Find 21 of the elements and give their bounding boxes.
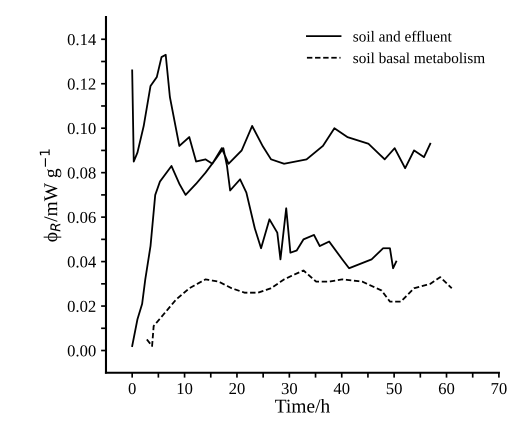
- x-tick-label: 60: [438, 382, 454, 394]
- x-tick-label: 10: [178, 382, 192, 394]
- y-axis-title: ϕ$_{R}$/mW g$^{−1}$: [40, 149, 62, 242]
- y-tick-label: 0.10: [68, 122, 96, 134]
- x-axis-title: Time/h: [275, 398, 330, 413]
- x-tick-label: 70: [492, 382, 507, 394]
- y-tick-label: 0.02: [68, 300, 96, 312]
- y-tick-label: 0.08: [68, 167, 96, 179]
- line-series: [146, 270, 453, 347]
- x-tick-label: 40: [334, 382, 350, 394]
- y-tick-label: 0.14: [68, 34, 96, 46]
- y-tick-label: 0.04: [68, 256, 96, 268]
- y-tick-label: 0.12: [68, 78, 96, 90]
- legend-label: soil basal metabolism: [353, 52, 485, 64]
- x-tick-label: 30: [282, 382, 298, 394]
- y-tick-label: 0.00: [68, 345, 96, 357]
- x-tick-label: 50: [386, 382, 402, 394]
- legend-label: soil and effluent: [353, 30, 452, 42]
- y-tick-label: 0.06: [68, 212, 96, 224]
- x-tick-label: 20: [229, 382, 245, 394]
- x-tick-label: 0: [128, 382, 136, 394]
